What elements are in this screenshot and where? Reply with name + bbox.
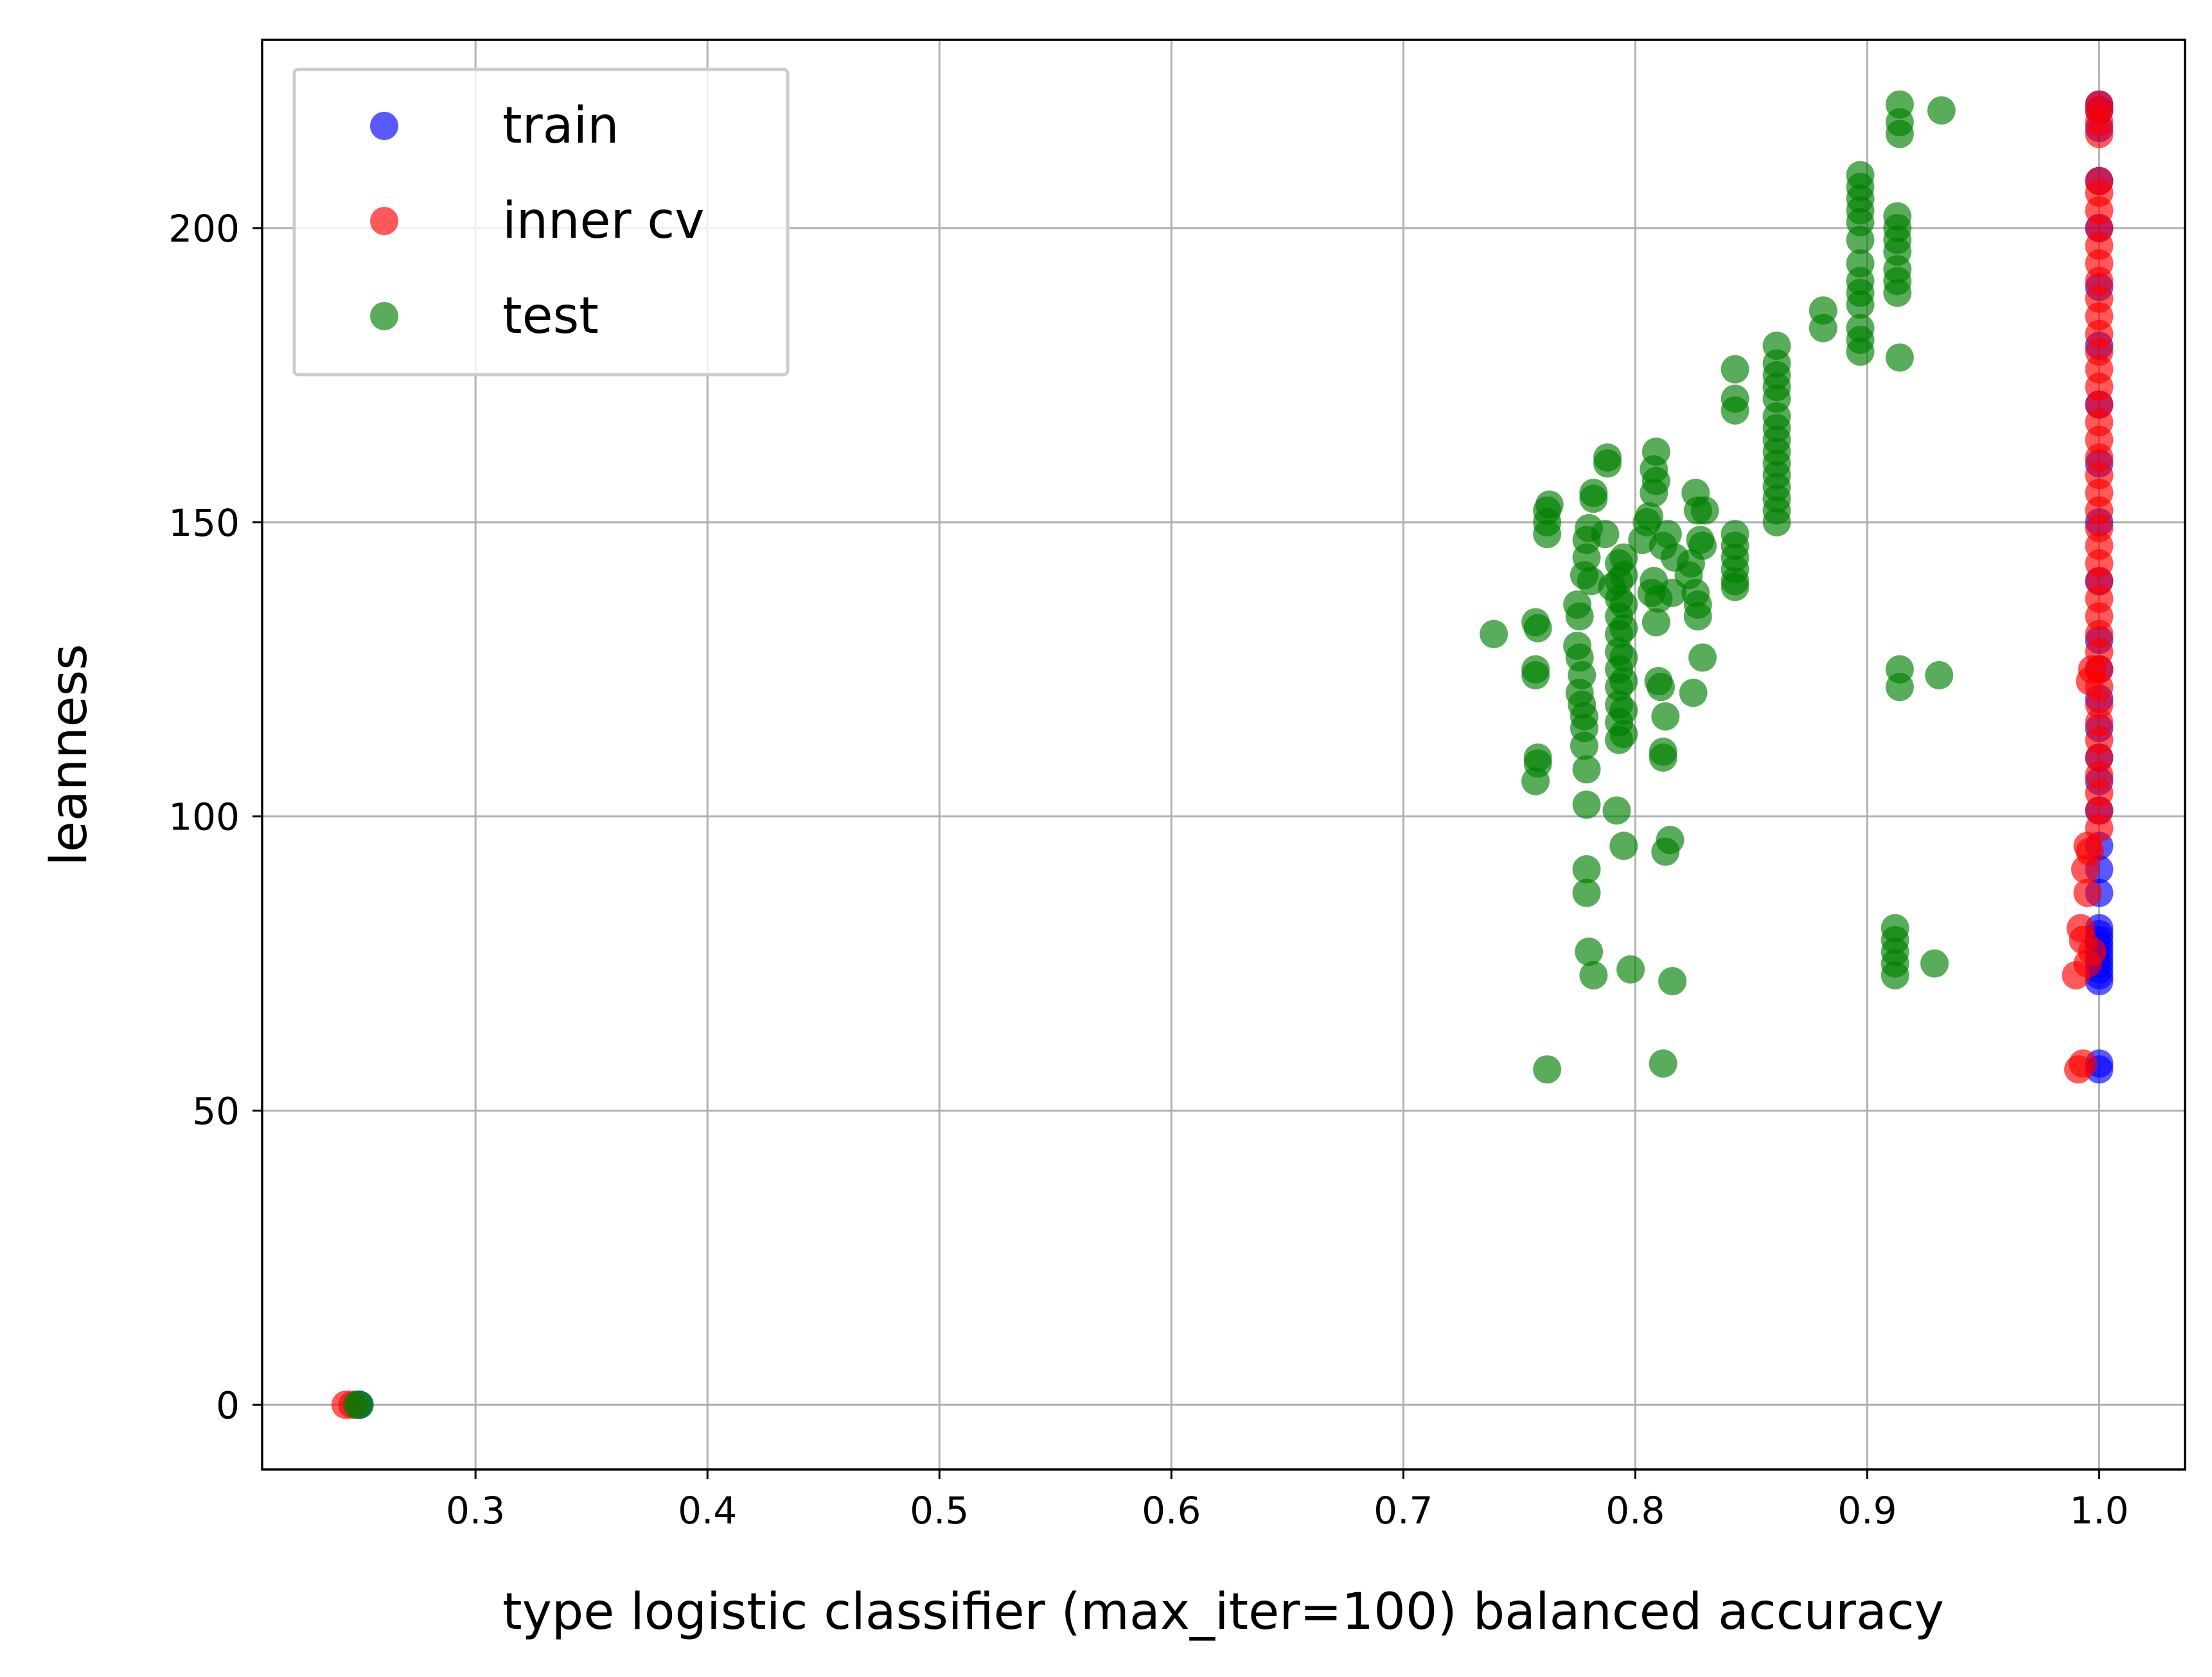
scatter-point [1653,520,1682,549]
scatter-point [1593,443,1622,472]
scatter-point [1846,161,1875,190]
scatter-point [1920,949,1949,978]
x-tick-label: 0.7 [1374,1489,1433,1532]
scatter-point [1602,796,1631,825]
scatter-point [1679,679,1708,707]
scatter-point [1579,961,1608,989]
y-tick-label: 0 [216,1383,240,1427]
scatter-point [1565,602,1594,631]
scatter-point [1690,496,1719,525]
plot-area-frame [261,39,2186,1471]
scatter-point [1641,437,1670,466]
scatter-point [1846,249,1875,278]
y-tick-label: 150 [168,501,240,545]
scatter-point [1927,96,1956,125]
scatter-point [2085,166,2114,195]
legend-marker [370,302,398,330]
data-points [331,90,2114,1419]
x-tick-label: 1.0 [2069,1489,2128,1532]
legend-label: inner cv [502,192,704,250]
x-tick-label: 0.6 [1142,1489,1201,1532]
x-tick-label: 0.9 [1837,1489,1897,1532]
legend-marker [370,112,398,140]
scatter-point [1656,826,1685,855]
y-tick-label: 100 [168,795,240,839]
scatter-point [1572,790,1601,819]
legend-marker [370,207,398,235]
scatter-point [1609,590,1638,619]
legend-box [292,67,790,377]
scatter-point [1609,614,1638,643]
scatter-point [1883,202,1912,231]
scatter-point [1885,90,1914,119]
x-axis-label: type logistic classifier (max_iter=100) … [502,1583,1944,1641]
scatter-point [1649,743,1677,772]
scatter-point [1535,490,1564,519]
scatter-point [1572,755,1601,784]
scatter-point [1570,731,1598,760]
x-tick-label: 0.4 [678,1489,737,1532]
scatter-point [1609,543,1638,572]
scatter-point [1721,572,1749,601]
scatter-point [2066,914,2095,943]
scatter-point [1533,1055,1562,1084]
scatter-point [1609,831,1638,860]
scatter-point [1521,661,1550,689]
legend: train inner cv test [292,67,790,377]
scatter-point [1683,602,1712,631]
scatter-point [1635,502,1664,531]
x-axis-ticks: 0.3 0.4 0.5 0.6 0.7 0.8 0.9 1.0 [446,1469,2129,1532]
scatter-point [1572,855,1601,884]
scatter-point [1651,702,1680,731]
scatter-point [1688,643,1717,672]
scatter-point [1658,967,1687,996]
scatter-point [1762,332,1791,360]
scatter-point [1575,937,1604,966]
scatter-point [1609,643,1638,672]
x-tick-label: 0.5 [910,1489,969,1532]
scatter-point [1572,878,1601,907]
scatter-point [1885,343,1914,372]
scatter-point [1885,655,1914,684]
scatter-point [1880,914,1909,943]
scatter-point [1480,619,1509,648]
x-tick-label: 0.3 [446,1489,505,1532]
scatter-point [1688,531,1717,560]
scatter-point [1647,673,1676,702]
scatter-point [1616,955,1645,984]
scatter-point [1649,1049,1677,1078]
y-axis-label: leanness [40,644,98,866]
scatter-point [1721,355,1749,384]
legend-label: train [502,97,619,155]
y-tick-label: 50 [192,1089,240,1133]
legend-label: test [502,287,599,345]
scatter-point [1641,608,1670,637]
scatter-point [1809,314,1837,342]
series-test [343,90,1956,1419]
scatter-point [2073,878,2102,907]
x-tick-label: 0.8 [1606,1489,1665,1532]
scatter-point [343,1390,372,1419]
y-axis-ticks: 0 50 100 150 200 [168,207,262,1427]
scatter-point [1609,720,1638,749]
scatter-point [1523,614,1552,643]
scatter-point [1609,667,1638,696]
scatter-point [1925,661,1954,689]
scatter-point [1609,696,1638,725]
scatter-point [1579,479,1608,508]
scatter-point [1846,314,1875,342]
scatter-point [2085,90,2114,119]
scatter-point [2069,1049,2098,1078]
scatter-point [1721,396,1749,425]
scatter-point [1533,520,1562,549]
scatter-point [1591,520,1620,549]
y-tick-label: 200 [168,207,240,251]
scatter-point [1521,767,1550,795]
